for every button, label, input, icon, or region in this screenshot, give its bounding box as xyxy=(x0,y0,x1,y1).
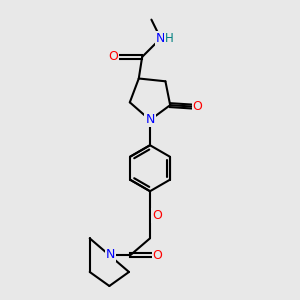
Text: O: O xyxy=(193,100,202,113)
Text: O: O xyxy=(152,209,162,222)
Text: O: O xyxy=(153,249,163,262)
Text: N: N xyxy=(106,248,116,261)
Text: N: N xyxy=(156,32,165,45)
Text: H: H xyxy=(165,32,173,45)
Text: O: O xyxy=(108,50,118,63)
Text: N: N xyxy=(145,113,155,127)
